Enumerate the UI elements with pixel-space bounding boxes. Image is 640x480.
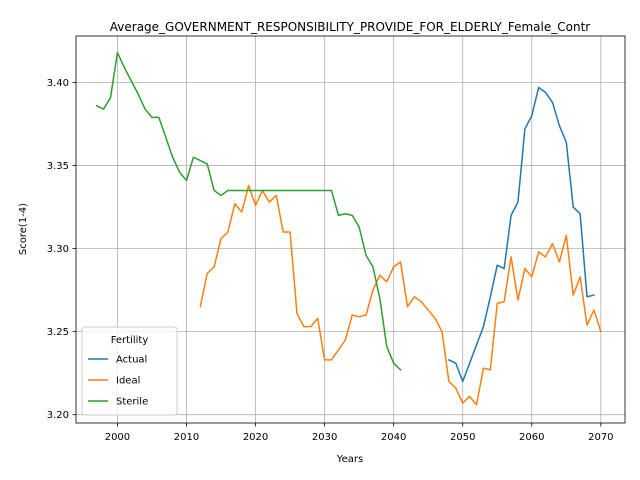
x-tick-label: 2040 <box>381 432 406 443</box>
x-tick-label: 2050 <box>450 432 475 443</box>
legend-title: Fertility <box>111 335 149 346</box>
y-tick-label: 3.25 <box>47 327 69 338</box>
legend-label-sterile: Sterile <box>116 397 148 408</box>
y-tick-label: 3.35 <box>47 161 69 172</box>
y-axis-label: Score(1-4) <box>18 203 29 255</box>
y-tick-label: 3.40 <box>47 78 69 89</box>
y-tick-label: 3.20 <box>47 410 69 421</box>
series-line-sterile <box>95 51 402 371</box>
x-tick-label: 2010 <box>174 432 199 443</box>
series-line-actual <box>447 86 595 383</box>
plot-frame <box>75 35 626 424</box>
x-tick-label: 2000 <box>105 432 130 443</box>
legend-label-actual: Actual <box>116 355 147 366</box>
chart-title: Average_GOVERNMENT_RESPONSIBILITY_PROVID… <box>110 20 591 34</box>
x-tick-label: 2020 <box>243 432 268 443</box>
y-axis-ticks: 3.20 3.25 3.30 3.35 3.40 <box>47 78 76 421</box>
x-tick-label: 2030 <box>312 432 337 443</box>
x-tick-label: 2060 <box>519 432 544 443</box>
legend-label-ideal: Ideal <box>116 376 140 387</box>
grid <box>76 36 625 423</box>
legend-entries: Actual Ideal Sterile <box>88 355 148 408</box>
legend-box <box>81 326 178 416</box>
y-tick-label: 3.30 <box>47 244 69 255</box>
series-lines <box>95 51 602 406</box>
legend: Fertility Actual Ideal Sterile <box>81 326 178 416</box>
x-axis-label: Years <box>336 454 363 465</box>
x-axis-ticks: 2000 2010 2020 2030 2040 2050 2060 2070 <box>105 423 614 443</box>
x-tick-label: 2070 <box>588 432 613 443</box>
series-line-ideal <box>199 184 602 406</box>
